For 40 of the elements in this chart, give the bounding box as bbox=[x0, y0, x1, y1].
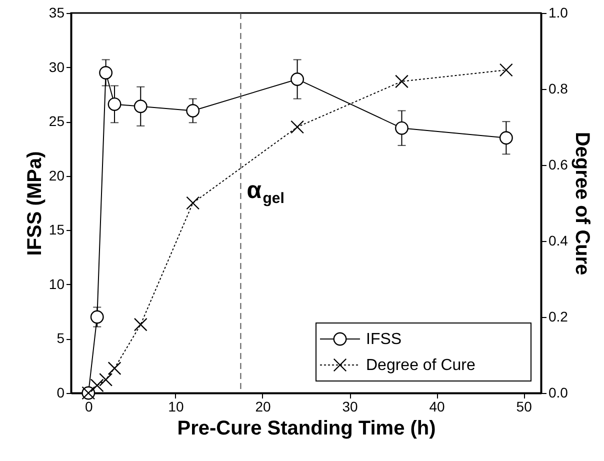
y-tick-label: 35 bbox=[48, 4, 65, 20]
point bbox=[395, 121, 408, 135]
point bbox=[134, 318, 148, 332]
y-tick-label: 25 bbox=[48, 113, 65, 130]
point bbox=[499, 131, 513, 145]
y-tick-label: 5 bbox=[56, 330, 65, 346]
point bbox=[290, 72, 304, 86]
y-tick-label: 30 bbox=[48, 58, 65, 75]
x-tick-label: 30 bbox=[342, 398, 358, 414]
legend-label: Degree of Cure bbox=[366, 357, 476, 374]
y-axis-title: IFSS (MPa) bbox=[24, 151, 46, 256]
y2-tick-label: 0.4 bbox=[548, 232, 568, 248]
point bbox=[108, 97, 122, 111]
y2-tick-label: 1.0 bbox=[548, 4, 568, 20]
y-tick-label: 10 bbox=[48, 276, 65, 292]
point bbox=[290, 120, 304, 134]
point bbox=[90, 310, 104, 324]
x-tick-label: 50 bbox=[516, 398, 532, 414]
y-tick-label: 20 bbox=[48, 167, 65, 184]
y2-tick-label: 0.6 bbox=[548, 156, 568, 172]
point bbox=[186, 196, 200, 210]
point bbox=[499, 63, 513, 77]
x-tick-label: 0 bbox=[85, 398, 94, 414]
x-axis-title: Pre-Cure Standing Time (h) bbox=[177, 418, 436, 440]
legend-label: IFSS bbox=[366, 331, 402, 348]
y2-axis-title: Degree of Cure bbox=[570, 132, 593, 276]
point bbox=[108, 362, 122, 376]
point bbox=[395, 74, 408, 88]
y2-tick-label: 0.2 bbox=[548, 308, 568, 324]
y-tick-label: 0 bbox=[56, 384, 65, 400]
x-tick-label: 40 bbox=[429, 398, 446, 414]
x-tick-label: 20 bbox=[255, 398, 271, 414]
point bbox=[99, 372, 113, 386]
y2-tick-label: 0.0 bbox=[548, 384, 568, 400]
point bbox=[134, 100, 148, 114]
y2-tick-label: 0.8 bbox=[548, 80, 568, 96]
point bbox=[99, 66, 113, 80]
point bbox=[186, 104, 200, 118]
x-tick-label: 10 bbox=[168, 398, 184, 414]
y-tick-label: 15 bbox=[48, 222, 65, 238]
